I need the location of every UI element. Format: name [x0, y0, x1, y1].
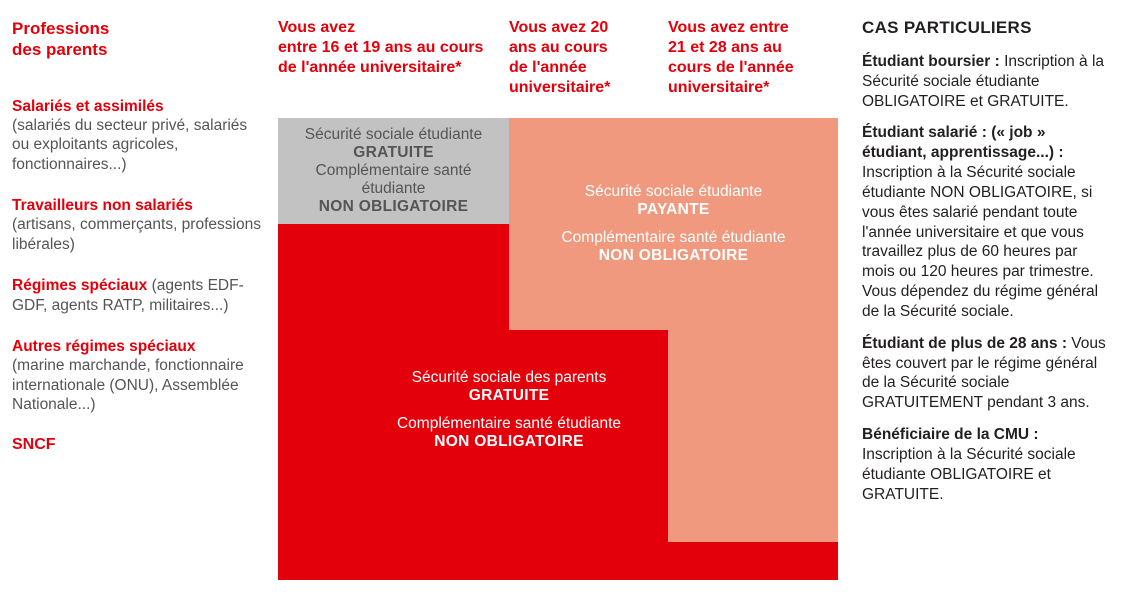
- case-label: Étudiant salarié : (« job » étudiant, ap…: [862, 124, 1064, 161]
- right-title: CAS PARTICULIERS: [862, 18, 1112, 38]
- profession-label: Autres régimes spéciaux: [12, 338, 196, 355]
- profession-item-sncf: SNCF: [12, 436, 262, 454]
- matrix-cell-salmon-top: Sécurité sociale étudiante PAYANTE Compl…: [509, 118, 838, 330]
- cell-line: Complémentaire santé étudiante: [290, 162, 497, 198]
- case-label: Étudiant de plus de 28 ans :: [862, 335, 1067, 352]
- page-root: Professionsdes parents Salariés et assim…: [0, 0, 1124, 603]
- matrix-cell-salmon-mid: [668, 330, 838, 542]
- cell-line: Sécurité sociale étudiante: [305, 126, 483, 144]
- right-column: CAS PARTICULIERS Étudiant boursier : Ins…: [862, 18, 1112, 516]
- cell-line-bold: NON OBLIGATOIRE: [434, 433, 583, 451]
- profession-desc: (marine marchande, fonctionnaire interna…: [12, 356, 262, 414]
- case-text: Inscription à la Sécurité sociale étudia…: [862, 164, 1098, 320]
- age-header-16-19: Vous avezentre 16 et 19 ans au coursde l…: [278, 18, 509, 78]
- matrix-cell-red-text: Sécurité sociale des parents GRATUITE Co…: [359, 350, 659, 470]
- profession-desc: (artisans, commerçants, professions libé…: [12, 215, 262, 254]
- profession-label: Travailleurs non salariés: [12, 197, 193, 214]
- cell-line-bold: NON OBLIGATOIRE: [599, 247, 748, 265]
- profession-label: Salariés et assimilés: [12, 98, 164, 115]
- age-header-21-28: Vous avez entre21 et 28 ans aucours de l…: [668, 18, 838, 98]
- profession-item: Autres régimes spéciaux (marine marchand…: [12, 337, 262, 415]
- cell-line: Sécurité sociale des parents: [412, 369, 607, 387]
- profession-label: Régimes spéciaux: [12, 277, 147, 294]
- case-item: Étudiant boursier : Inscription à la Séc…: [862, 52, 1112, 111]
- left-column: Professionsdes parents Salariés et assim…: [12, 18, 262, 454]
- profession-item: Régimes spéciaux (agents EDF-GDF, agents…: [12, 276, 262, 315]
- cell-line-bold: GRATUITE: [469, 387, 549, 405]
- matrix-cell-grey: Sécurité sociale étudiante GRATUITE Comp…: [278, 118, 509, 224]
- cell-line-bold: NON OBLIGATOIRE: [319, 198, 468, 216]
- left-title: Professionsdes parents: [12, 18, 262, 61]
- cell-line: Complémentaire santé étudiante: [397, 415, 621, 433]
- profession-item: Travailleurs non salariés (artisans, com…: [12, 196, 262, 254]
- age-header-20: Vous avez 20ans au coursde l'annéeuniver…: [509, 18, 668, 98]
- case-label: Bénéficiaire de la CMU :: [862, 426, 1039, 443]
- cell-line: Complémentaire santé étudiante: [561, 229, 785, 247]
- case-label: Étudiant boursier :: [862, 53, 1000, 70]
- cell-line-bold: PAYANTE: [637, 201, 709, 219]
- profession-desc: (salariés du secteur privé, salariés ou …: [12, 116, 262, 174]
- cell-line-bold: GRATUITE: [353, 144, 433, 162]
- case-item: Bénéficiaire de la CMU : Inscription à l…: [862, 425, 1112, 504]
- profession-item: Salariés et assimilés (salariés du secte…: [12, 97, 262, 175]
- case-item: Étudiant salarié : (« job » étudiant, ap…: [862, 123, 1112, 321]
- case-item: Étudiant de plus de 28 ans : Vous êtes c…: [862, 334, 1112, 413]
- case-text: Inscription à la Sécurité sociale étudia…: [862, 446, 1076, 503]
- cell-line: Sécurité sociale étudiante: [585, 183, 763, 201]
